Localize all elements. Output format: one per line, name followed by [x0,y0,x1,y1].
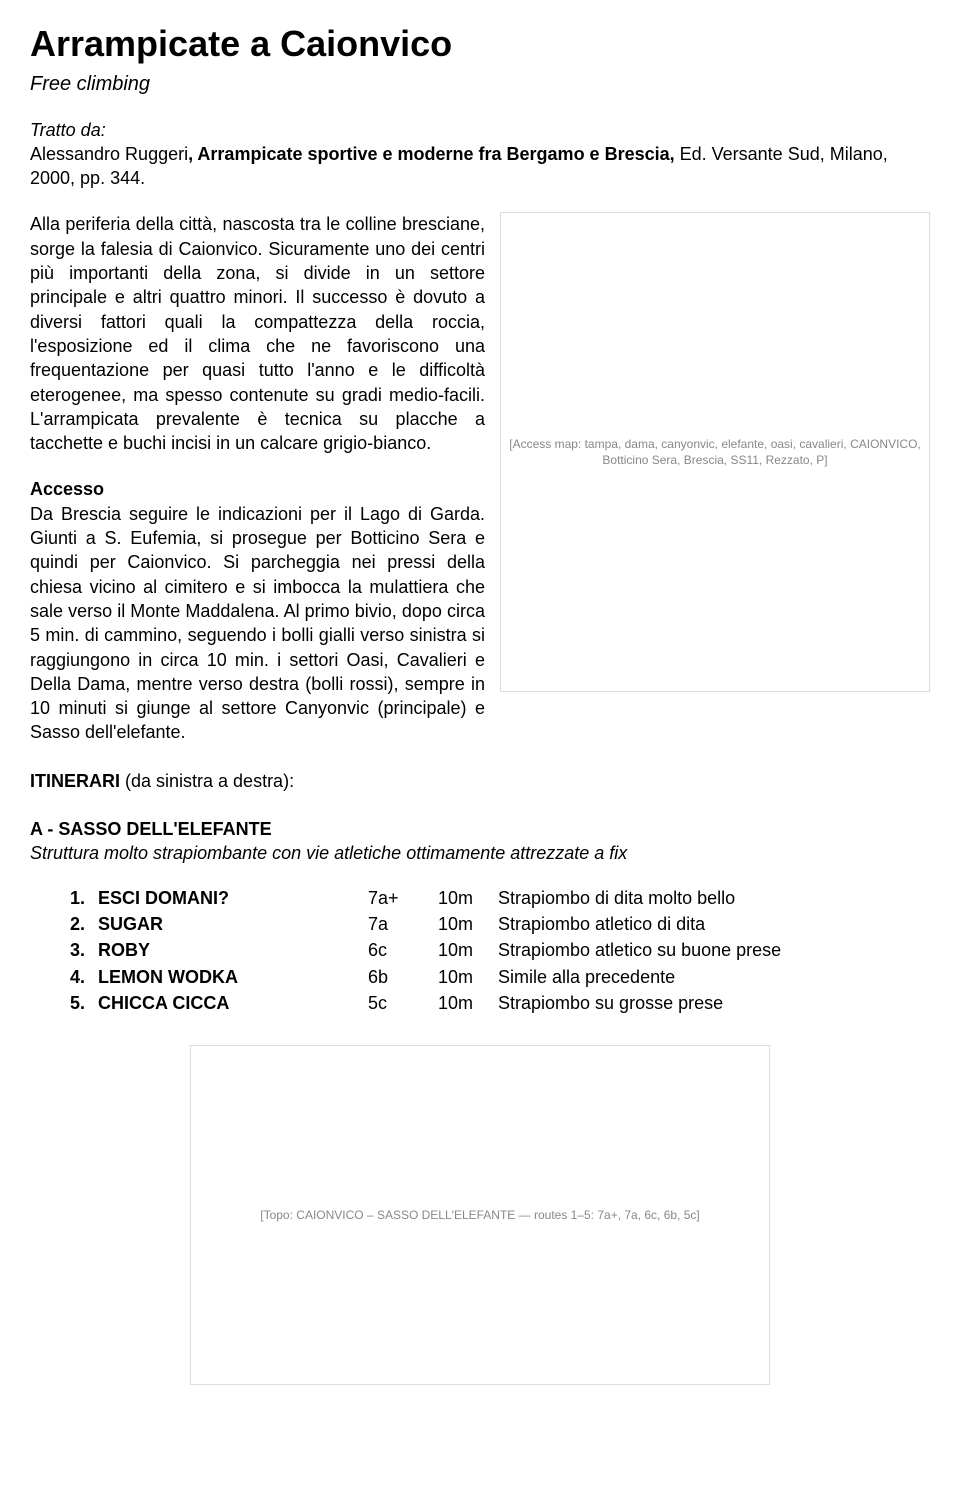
source-citation: Tratto da: Alessandro Ruggeri, Arrampica… [30,118,930,191]
route-name: ESCI DOMANI? [98,886,368,910]
route-description: Simile alla precedente [498,965,930,989]
route-row: 5.CHICCA CICCA5c10mStrapiombo su grosse … [70,991,930,1015]
route-name: CHICCA CICCA [98,991,368,1015]
route-description: Strapiombo su grosse prese [498,991,930,1015]
route-row: 1.ESCI DOMANI?7a+10mStrapiombo di dita m… [70,886,930,910]
route-grade: 6c [368,938,438,962]
route-length: 10m [438,886,498,910]
route-length: 10m [438,912,498,936]
route-description: Strapiombo atletico su buone prese [498,938,930,962]
source-book: , Arrampicate sportive e moderne fra Ber… [188,144,675,164]
route-number: 5. [70,991,98,1015]
itinerari-label: ITINERARI [30,771,120,791]
route-row: 4.LEMON WODKA6b10mSimile alla precedente [70,965,930,989]
sector-title: A - SASSO DELL'ELEFANTE [30,817,930,841]
accesso-title: Accesso [30,479,104,499]
page-title: Arrampicate a Caionvico [30,20,930,69]
route-number: 3. [70,938,98,962]
access-map-image: [Access map: tampa, dama, canyonvic, ele… [500,212,930,692]
route-number: 4. [70,965,98,989]
topo-image: [Topo: CAIONVICO – SASSO DELL'ELEFANTE —… [190,1045,770,1385]
route-row: 3.ROBY6c10mStrapiombo atletico su buone … [70,938,930,962]
sector-description: Struttura molto strapiombante con vie at… [30,841,930,865]
route-description: Strapiombo atletico di dita [498,912,930,936]
route-number: 1. [70,886,98,910]
route-length: 10m [438,991,498,1015]
itinerari-heading: ITINERARI (da sinistra a destra): [30,769,930,793]
routes-table: 1.ESCI DOMANI?7a+10mStrapiombo di dita m… [70,886,930,1015]
itinerari-rest: (da sinistra a destra): [120,771,294,791]
accesso-text: Da Brescia seguire le indicazioni per il… [30,504,485,743]
route-description: Strapiombo di dita molto bello [498,886,930,910]
route-grade: 5c [368,991,438,1015]
source-tratto: Tratto da: [30,120,106,140]
route-grade: 6b [368,965,438,989]
source-author: Alessandro Ruggeri [30,144,188,164]
route-grade: 7a [368,912,438,936]
page-subtitle: Free climbing [30,71,930,98]
route-grade: 7a+ [368,886,438,910]
route-length: 10m [438,938,498,962]
route-row: 2.SUGAR7a10mStrapiombo atletico di dita [70,912,930,936]
route-length: 10m [438,965,498,989]
route-name: ROBY [98,938,368,962]
route-number: 2. [70,912,98,936]
route-name: LEMON WODKA [98,965,368,989]
route-name: SUGAR [98,912,368,936]
